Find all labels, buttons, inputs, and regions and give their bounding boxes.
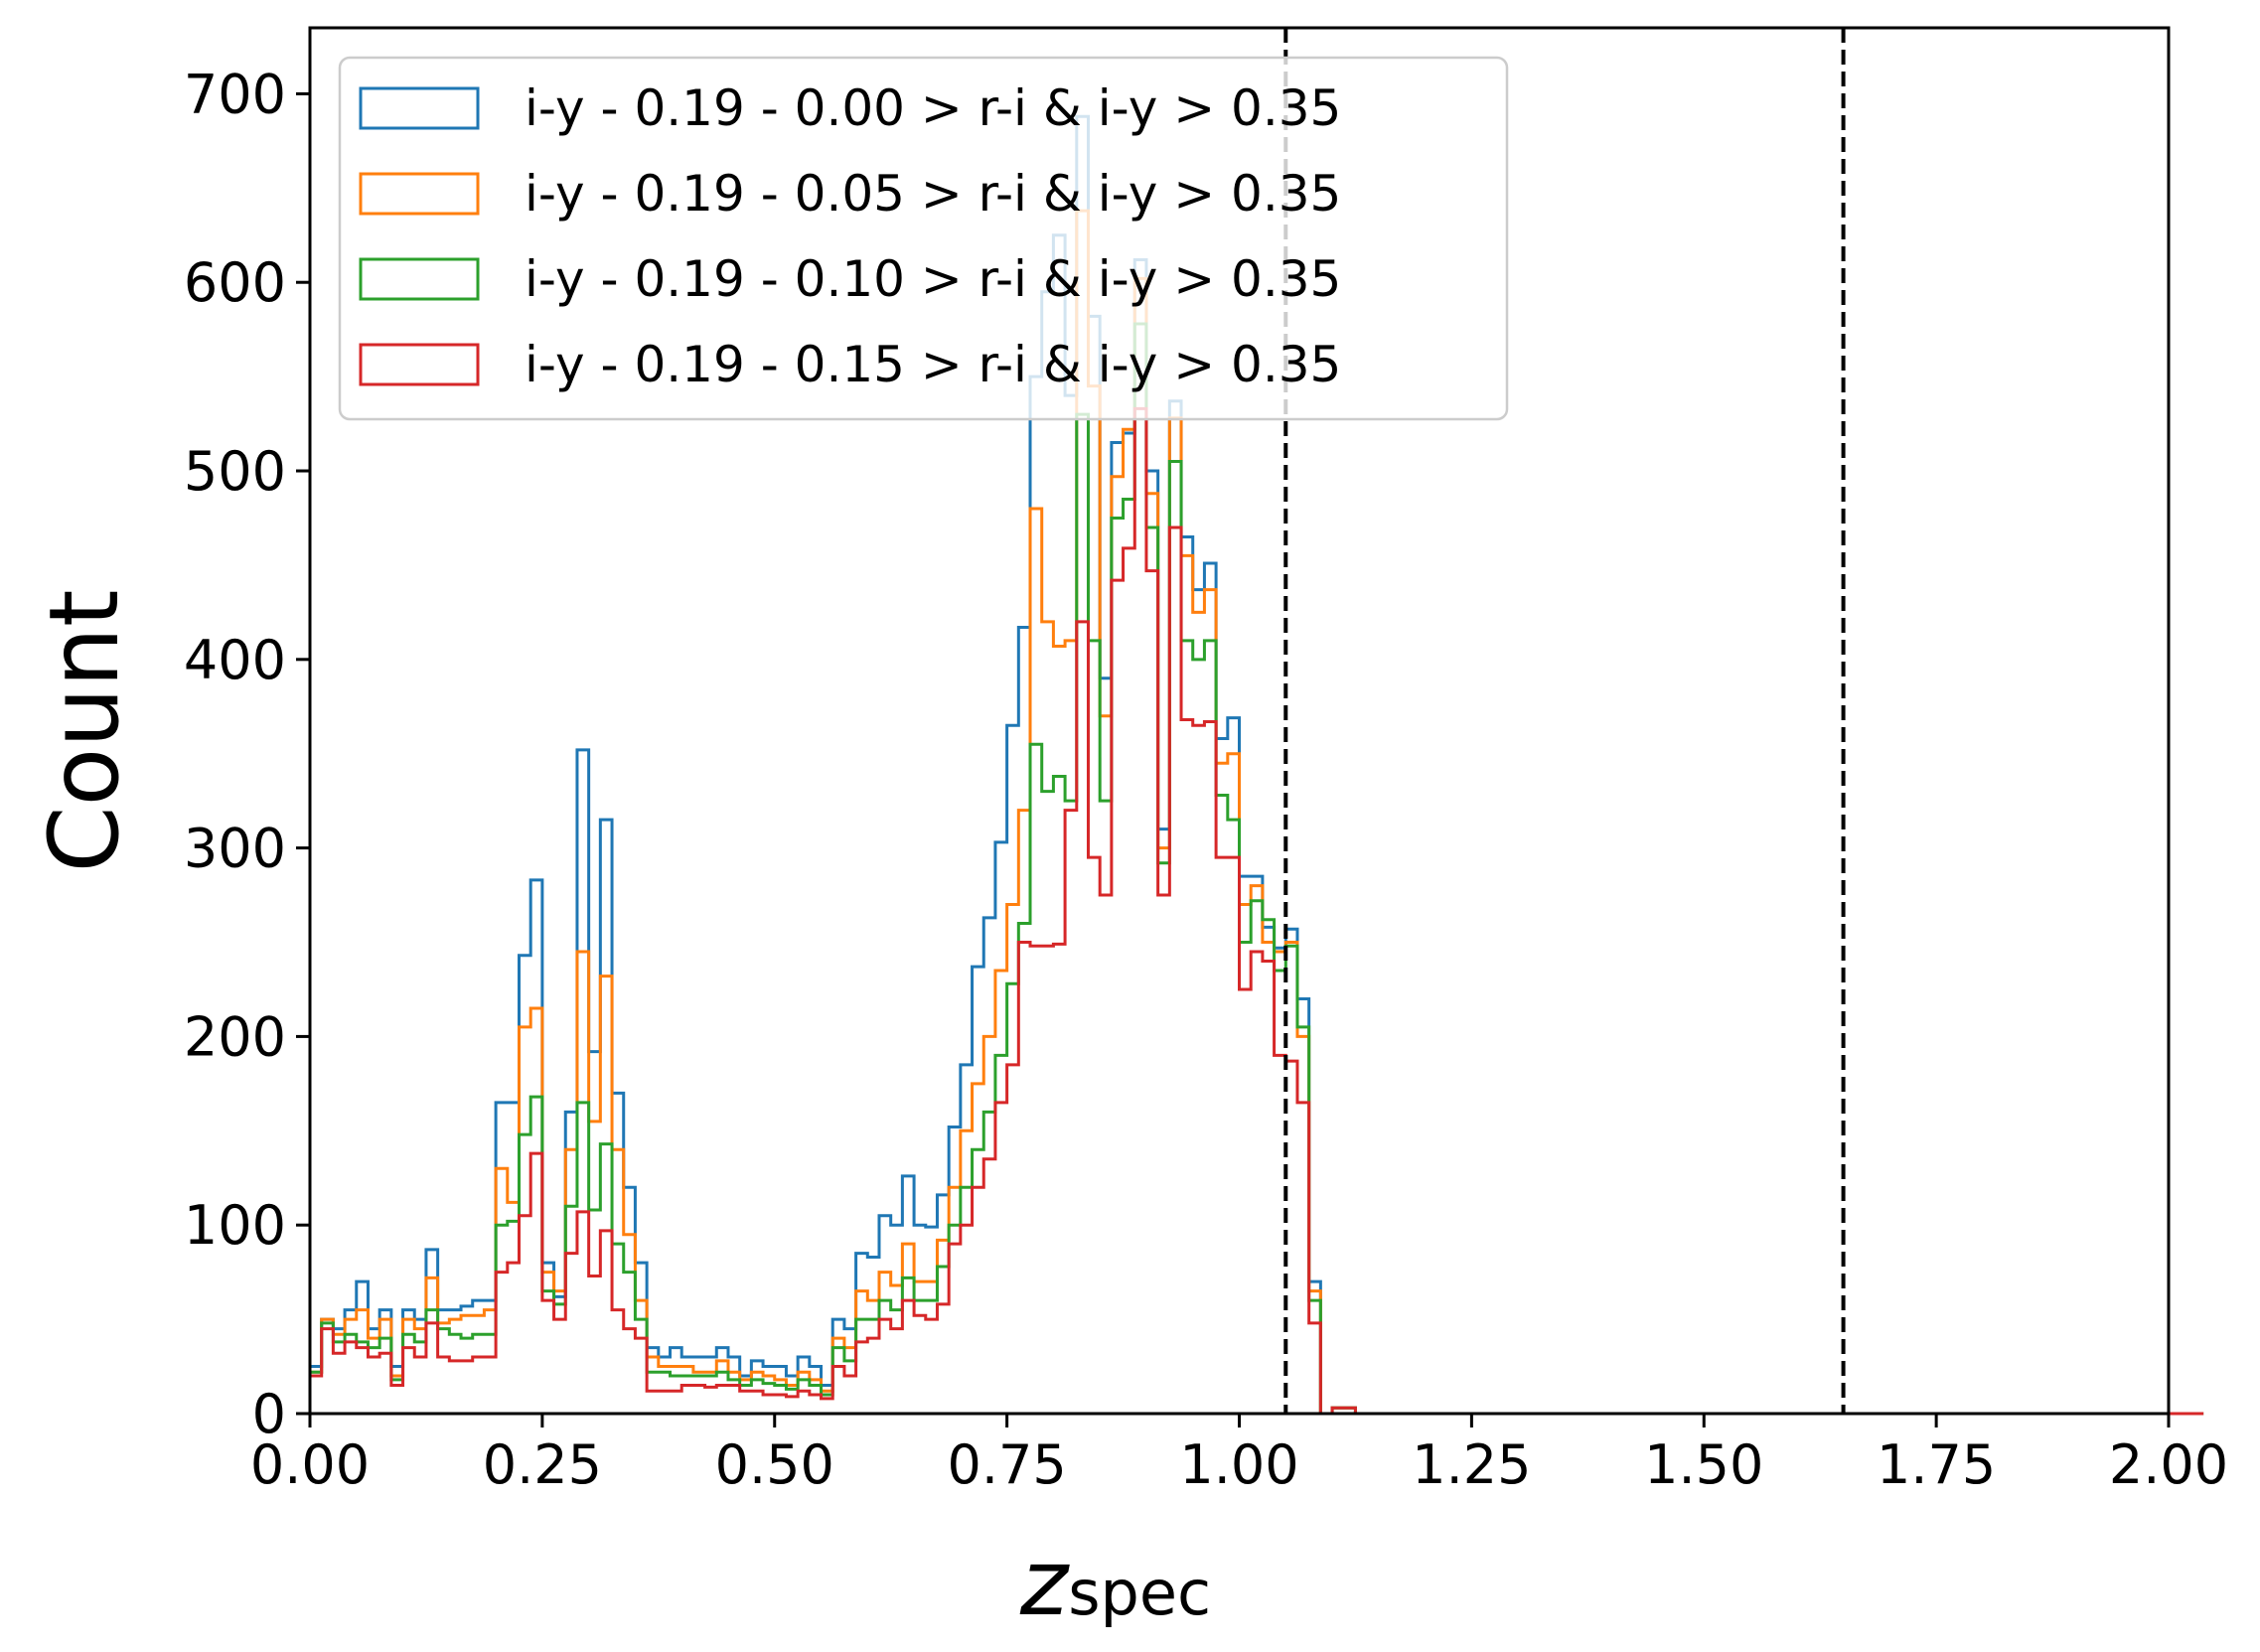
x-tick-label-7: 1.75 [1877,1433,1996,1496]
x-tick-label-0: 0.00 [250,1433,370,1496]
legend-swatch-4 [359,343,480,386]
x-tick-label-8: 2.00 [2109,1433,2228,1496]
legend-swatch-1 [359,86,480,130]
y-tick-label-3: 300 [184,818,286,880]
x-tick-label-3: 0.75 [948,1433,1067,1496]
legend-label-3: i-y - 0.19 - 0.10 > r-i & i-y > 0.35 [525,250,1341,308]
axes: 0.00 0.25 0.50 0.75 1.00 1.25 1.50 1.75 2.00 0 100… [184,26,2228,1496]
x-axis-label: zspec [1019,1530,1211,1636]
y-tick-label-7: 700 [184,63,286,125]
legend-swatch-3 [359,257,480,301]
legend-label-4: i-y - 0.19 - 0.15 > r-i & i-y > 0.35 [525,336,1341,393]
legend-swatch-2 [359,172,480,216]
y-tick-label-4: 400 [184,629,286,691]
x-tick-label-1: 0.25 [483,1433,602,1496]
y-tick-label-0: 0 [252,1383,286,1445]
x-tick-label-5: 1.25 [1412,1433,1531,1496]
x-axis-label-subscript: spec [1068,1557,1211,1629]
legend: i-y - 0.19 - 0.00 > r-i & i-y > 0.35 i-y … [338,56,1509,421]
legend-label-2: i-y - 0.19 - 0.05 > r-i & i-y > 0.35 [525,165,1341,223]
y-tick-label-6: 600 [184,251,286,314]
x-tick-label-4: 1.00 [1179,1433,1298,1496]
y-tick-label-2: 200 [184,1005,286,1068]
x-tick-label-2: 0.50 [715,1433,834,1496]
legend-box [338,56,1509,421]
y-tick-label-1: 100 [184,1194,286,1257]
x-axis-label-main: z [1019,1530,1070,1636]
x-tick-label-6: 1.50 [1644,1433,1763,1496]
y-axis-label: Count [29,589,140,872]
y-tick-label-5: 500 [184,440,286,503]
legend-label-1: i-y - 0.19 - 0.00 > r-i & i-y > 0.35 [525,79,1341,137]
axis-labels: Count zspec [29,589,1211,1636]
